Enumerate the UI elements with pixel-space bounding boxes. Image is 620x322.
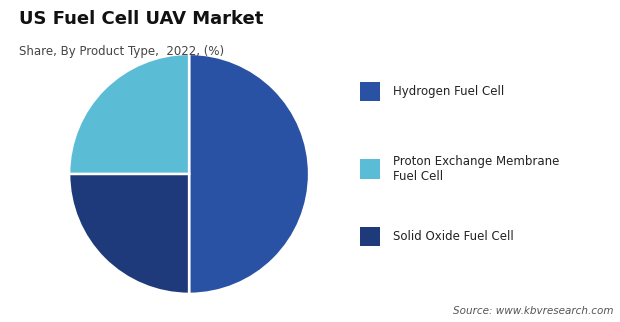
FancyBboxPatch shape bbox=[360, 159, 381, 179]
FancyBboxPatch shape bbox=[360, 227, 381, 246]
Text: Share, By Product Type,  2022, (%): Share, By Product Type, 2022, (%) bbox=[19, 45, 224, 58]
FancyBboxPatch shape bbox=[360, 82, 381, 101]
Text: Hydrogen Fuel Cell: Hydrogen Fuel Cell bbox=[394, 85, 505, 98]
Text: US Fuel Cell UAV Market: US Fuel Cell UAV Market bbox=[19, 10, 263, 28]
Wedge shape bbox=[69, 54, 189, 174]
Text: Source: www.kbvresearch.com: Source: www.kbvresearch.com bbox=[453, 306, 614, 316]
Text: Proton Exchange Membrane
Fuel Cell: Proton Exchange Membrane Fuel Cell bbox=[394, 155, 560, 183]
Text: Solid Oxide Fuel Cell: Solid Oxide Fuel Cell bbox=[394, 230, 514, 243]
Wedge shape bbox=[69, 174, 189, 294]
Wedge shape bbox=[189, 54, 309, 294]
